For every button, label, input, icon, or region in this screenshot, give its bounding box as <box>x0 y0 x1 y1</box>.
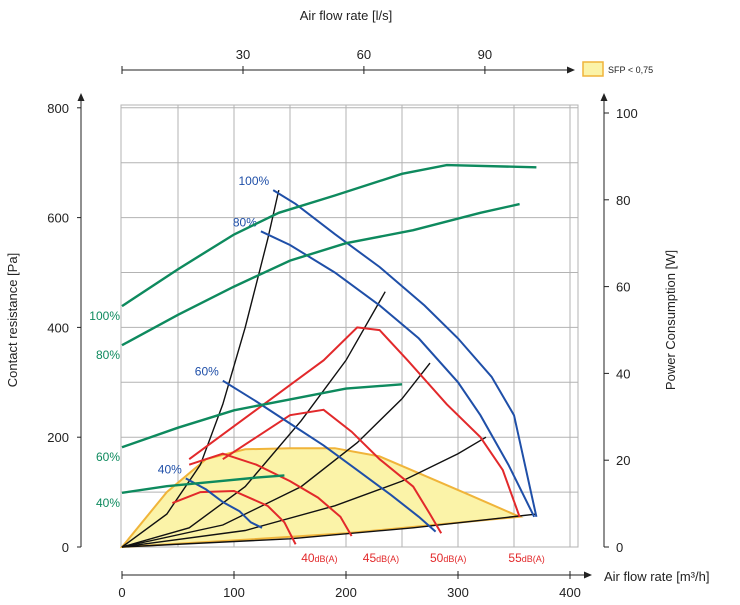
power-curve <box>121 383 403 449</box>
right-axis-tick-label: 60 <box>616 280 630 295</box>
left-axis-tick-label: 800 <box>47 101 69 116</box>
grid <box>120 104 579 548</box>
plot-frame <box>120 104 579 548</box>
fan-curve-label: 60% <box>195 365 219 379</box>
bottom-axis-tick-label: 200 <box>335 585 357 600</box>
bottom-axis-title: Air flow rate [m³/h] <box>604 569 709 584</box>
right-axis-tick-label: 80 <box>616 193 630 208</box>
top-axis-tick-label: 60 <box>357 47 371 62</box>
bottom-axis-tick-label: 400 <box>559 585 581 600</box>
top-axis-arrow <box>567 66 575 74</box>
right-axis-tick-label: 0 <box>616 540 623 555</box>
right-axis-arrow <box>600 93 608 101</box>
system-curve <box>121 362 431 548</box>
bottom-axis-tick-label: 300 <box>447 585 469 600</box>
bottom-axis-tick-label: 0 <box>118 585 125 600</box>
bottom-axis-tick-label: 100 <box>223 585 245 600</box>
sound-curve <box>222 408 443 534</box>
system-curve <box>121 189 280 548</box>
legend-swatch <box>582 61 604 77</box>
legend-label: SFP < 0,75 <box>608 65 653 75</box>
plot-area: 40dB(A) 45dB(A) 50dB(A) 55dB(A) 100% 80% 60% 40… <box>89 163 545 565</box>
power-curve <box>121 202 520 347</box>
left-axis-tick-label: 0 <box>62 540 69 555</box>
system-curve <box>121 513 537 548</box>
fan-curve-label: 40% <box>158 462 182 476</box>
sound-curve-label: 50dB(A) <box>430 551 466 565</box>
right-axis-tick-label: 100 <box>616 106 638 121</box>
power-curve-label: 40% <box>96 496 120 510</box>
power-curve <box>121 474 285 494</box>
bottom-axis-arrow <box>584 571 592 579</box>
right-axis-tick-label: 20 <box>616 453 630 468</box>
left-axis-tick-label: 200 <box>47 430 69 445</box>
left-axis-title: Contact resistance [Pa] <box>5 253 20 387</box>
fan-curve-label: 100% <box>238 174 269 188</box>
top-axis-tick-label: 90 <box>478 47 492 62</box>
fan-curve-label: 80% <box>233 215 257 229</box>
power-curve-label: 100% <box>89 309 120 323</box>
legend: SFP < 0,75 <box>582 61 653 77</box>
power-curve <box>121 163 537 308</box>
sound-curve-label: 40dB(A) <box>301 551 337 565</box>
left-axis-tick-label: 400 <box>47 320 69 335</box>
right-axis-title: Power Consumption [W] <box>663 250 678 390</box>
right-axis-tick-label: 40 <box>616 366 630 381</box>
sound-curve <box>188 452 353 537</box>
top-axis-title: Air flow rate [l/s] <box>300 8 392 23</box>
power-curve-label: 60% <box>96 450 120 464</box>
sound-curve-label: 55dB(A) <box>508 551 544 565</box>
top-axis-tick-label: 30 <box>236 47 250 62</box>
sound-curve-label: 45dB(A) <box>363 551 399 565</box>
power-curve-label: 80% <box>96 348 120 362</box>
fan-curve <box>185 477 263 529</box>
axes: 0 200 400 600 800 0 20 40 60 80 100 0 100 200 300 400 30… <box>47 47 637 600</box>
system-curve <box>121 436 487 548</box>
system-curve <box>121 291 386 548</box>
sound-curve <box>172 489 297 545</box>
left-axis-arrow <box>77 93 85 101</box>
fan-curve <box>272 189 538 518</box>
left-axis-tick-label: 600 <box>47 211 69 226</box>
fan-curve <box>260 230 536 518</box>
